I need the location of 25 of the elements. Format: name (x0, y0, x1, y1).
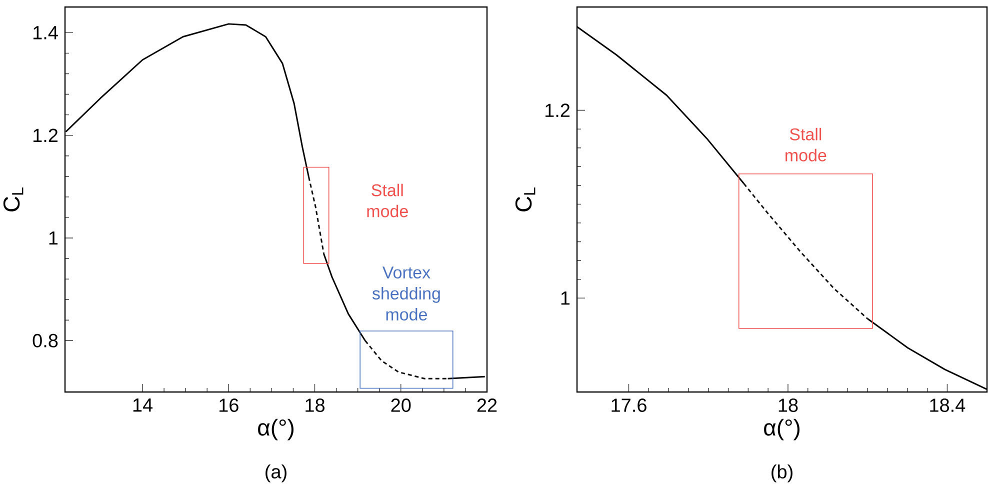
x-tick-label: 18 (306, 398, 324, 412)
line-series (364, 340, 449, 380)
y-tick-label: 0.8 (32, 334, 58, 348)
x-tick-label: 22 (477, 398, 497, 412)
y-axis-title: C$_{L}$ (515, 187, 536, 212)
x-tick-label: 14 (133, 398, 153, 412)
annotation: Stall mode (786, 128, 826, 162)
x-axis-title: α(°) (258, 418, 294, 440)
annotation: Vortex shedding mode (372, 266, 440, 321)
line-series (743, 182, 868, 320)
x-axis-title: α(°) (764, 418, 800, 440)
text: (a) (266, 464, 286, 482)
x-tick-label: 18.4 (930, 398, 966, 412)
x-tick-label: 20 (391, 398, 411, 412)
x-tick-label: 17.6 (612, 398, 646, 412)
x-tick-label: 16 (220, 398, 238, 412)
y-tick-label: 1.2 (546, 104, 570, 117)
y-axis-title: C$_{L}$ (3, 187, 24, 212)
text: (b) (772, 464, 792, 482)
y-tick-label: 1 (561, 292, 570, 305)
y-tick-label: 1 (49, 231, 58, 245)
y-tick-label: 1.4 (34, 26, 58, 40)
y-tick-label: 1.2 (34, 128, 58, 142)
annotation: Stall mode (367, 184, 408, 218)
x-tick-label: 18 (778, 398, 798, 412)
